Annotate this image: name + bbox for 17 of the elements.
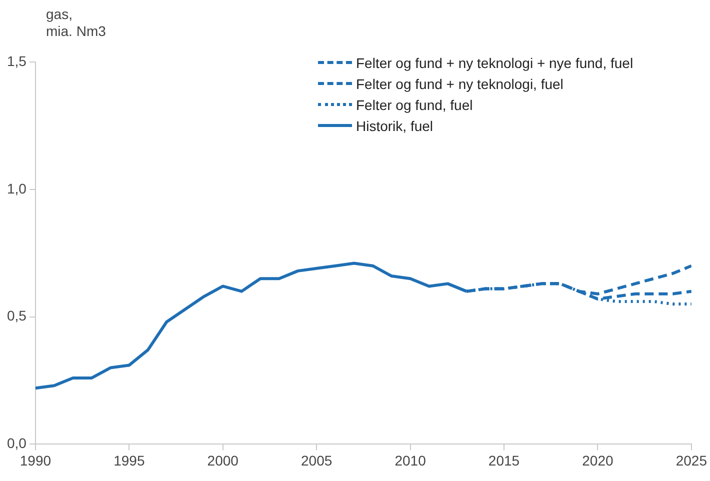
x-tick-label: 2025 bbox=[676, 452, 708, 468]
legend-label: Historik, fuel bbox=[356, 118, 434, 134]
y-tick-label: 0,0 bbox=[6, 435, 27, 452]
x-tick-label: 2000 bbox=[207, 452, 239, 468]
y-axis-title: gas, mia. Nm3 bbox=[46, 6, 106, 40]
y-tick-label: 1,0 bbox=[6, 180, 27, 196]
x-tick-label: 2015 bbox=[488, 452, 520, 468]
y-tick-label: 1,5 bbox=[6, 52, 27, 69]
x-tick-label: 2020 bbox=[582, 452, 614, 468]
y-tick-label: 0,5 bbox=[6, 308, 27, 324]
legend-label: Felter og fund + ny teknologi, fuel bbox=[356, 76, 564, 92]
x-tick-label: 1990 bbox=[20, 452, 52, 468]
x-tick-label: 2010 bbox=[394, 452, 426, 468]
x-tick-label: 1995 bbox=[114, 452, 145, 468]
x-tick-label: 2005 bbox=[301, 452, 332, 468]
legend-label: Felter og fund, fuel bbox=[356, 96, 473, 112]
legend-label: Felter og fund + ny teknologi + nye fund, fuel bbox=[356, 54, 634, 70]
